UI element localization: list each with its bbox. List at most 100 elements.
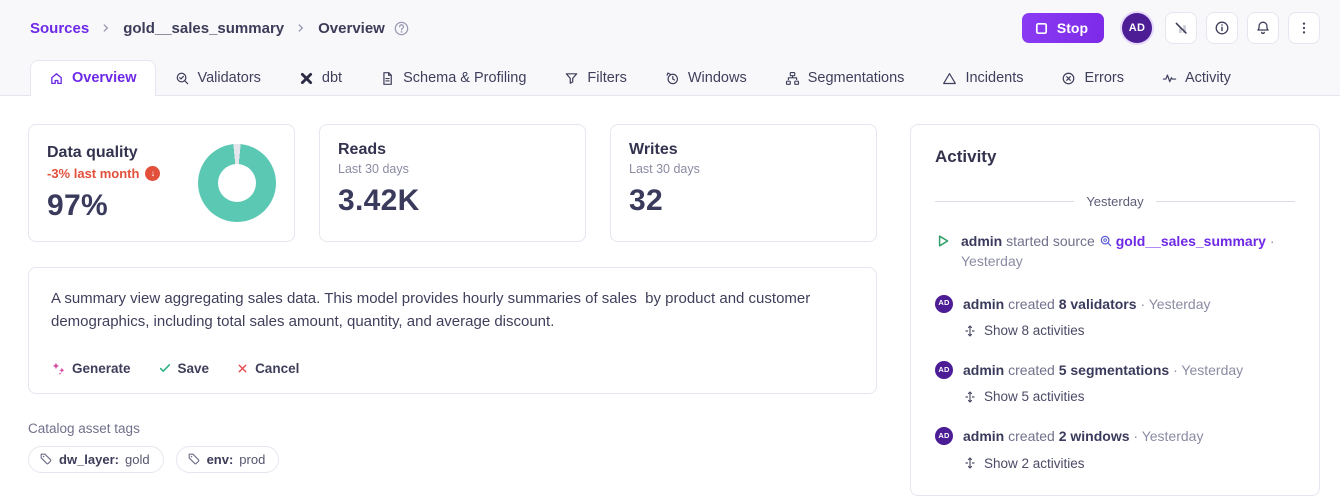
writes-value: 32 <box>629 184 663 217</box>
card-title: Reads <box>338 141 387 158</box>
card-subtitle: Last 30 days <box>338 162 409 176</box>
reads-value: 3.42K <box>338 184 420 217</box>
activity-item-windows: AD admin created 2 windows · Yesterday <box>935 426 1295 446</box>
card-title: Data quality <box>47 143 138 161</box>
activity-object: 8 validators <box>1058 295 1137 312</box>
activity-time: · Yesterday <box>1140 295 1211 312</box>
unfold-icon <box>965 457 975 469</box>
more-options-button[interactable] <box>1288 12 1320 44</box>
save-button[interactable]: Save <box>158 361 209 376</box>
activity-actor: admin <box>963 295 1005 312</box>
card-title: Writes <box>629 141 678 158</box>
check-icon <box>159 364 170 372</box>
show-activities-button[interactable]: Show 8 activities <box>963 323 1085 338</box>
data-quality-donut <box>198 144 276 222</box>
activity-date-divider: Yesterday <box>935 194 1295 209</box>
generate-button[interactable]: Generate <box>51 361 131 376</box>
reads-card: Reads Last 30 days 3.42K <box>319 124 586 242</box>
chevron-right-icon <box>294 21 308 35</box>
catalog-tags: dw_layer: gold env: prod <box>28 445 877 473</box>
activity-object: 5 segmentations <box>1058 362 1170 379</box>
pulse-icon <box>1162 74 1177 82</box>
stop-button[interactable]: Stop <box>1021 13 1104 43</box>
activity-actor: admin <box>963 362 1005 379</box>
arrow-down-icon: ↓ <box>145 165 161 181</box>
data-quality-value: 97% <box>47 188 108 222</box>
top-band: Sources gold__sales_summary Overview Sto… <box>0 0 1340 96</box>
tab-incidents[interactable]: Incidents <box>923 60 1042 95</box>
tab-schema-profiling[interactable]: Schema & Profiling <box>361 60 545 95</box>
activity-item-started-source: admin started source gold__sales_summary… <box>935 231 1295 272</box>
show-activities-button[interactable]: Show 5 activities <box>963 389 1085 404</box>
tab-bar: Overview Validators dbt Schema & Profili… <box>0 56 1340 96</box>
source-magnifier-icon <box>1100 235 1112 247</box>
activity-object: 2 windows <box>1058 428 1130 445</box>
data-quality-card: Data quality -3% last month ↓ 97% <box>28 124 295 242</box>
source-link[interactable]: gold__sales_summary <box>1099 231 1266 251</box>
activity-item-validators: AD admin created 8 validators · Yesterda… <box>935 294 1295 314</box>
stop-square-icon <box>1034 21 1049 36</box>
activity-actor: admin <box>961 233 1003 250</box>
breadcrumb-source-name[interactable]: gold__sales_summary <box>123 19 285 37</box>
activity-time: · Yesterday <box>1133 428 1204 445</box>
avatar: AD <box>935 294 953 313</box>
catalog-tags-label: Catalog asset tags <box>28 420 140 436</box>
warning-triangle-icon <box>943 72 957 84</box>
activity-panel: Activity Yesterday admin started source … <box>910 124 1320 496</box>
tab-segmentations[interactable]: Segmentations <box>766 60 924 95</box>
tag-env[interactable]: env: prod <box>175 445 280 473</box>
kebab-icon <box>1302 22 1306 34</box>
tab-activity[interactable]: Activity <box>1143 60 1250 95</box>
description-editor[interactable]: A summary view aggregating sales data. T… <box>28 267 877 394</box>
avatar: AD <box>935 427 953 446</box>
help-icon[interactable] <box>393 20 410 37</box>
dbt-icon <box>300 72 312 84</box>
cancel-button[interactable]: Cancel <box>236 361 299 376</box>
tab-validators[interactable]: Validators <box>156 60 280 95</box>
x-icon <box>238 364 247 372</box>
card-subtitle: Last 30 days <box>629 162 700 176</box>
clock-icon <box>666 72 678 84</box>
info-icon <box>1215 21 1229 35</box>
unfold-icon <box>965 324 975 337</box>
tab-windows[interactable]: Windows <box>646 60 766 95</box>
activity-actor: admin <box>963 428 1005 445</box>
activity-time: · Yesterday <box>961 233 1275 270</box>
bell-icon <box>1257 21 1269 35</box>
activity-title: Activity <box>935 147 997 166</box>
main-content: Data quality -3% last month ↓ 97% Reads … <box>0 96 1340 496</box>
tab-dbt[interactable]: dbt <box>280 60 361 95</box>
chart-slash-button[interactable] <box>1165 12 1197 44</box>
header-actions: Stop AD <box>1021 12 1320 44</box>
left-column: Data quality -3% last month ↓ 97% Reads … <box>28 124 877 496</box>
stat-cards: Data quality -3% last month ↓ 97% Reads … <box>28 124 877 242</box>
avatar: AD <box>935 361 953 380</box>
tag-icon <box>40 453 52 465</box>
tab-errors[interactable]: Errors <box>1042 60 1142 95</box>
chart-slash-icon <box>1175 22 1187 34</box>
tab-filters[interactable]: Filters <box>545 60 645 95</box>
sparkles-icon <box>52 362 65 375</box>
header: Sources gold__sales_summary Overview Sto… <box>0 0 1340 56</box>
activity-time: · Yesterday <box>1173 362 1244 379</box>
funnel-icon <box>566 72 578 84</box>
description-actions: Generate Save Cancel <box>51 361 854 376</box>
tag-dw-layer[interactable]: dw_layer: gold <box>28 445 164 473</box>
user-avatar[interactable]: AD <box>1122 13 1152 43</box>
info-button[interactable] <box>1206 12 1238 44</box>
tab-overview[interactable]: Overview <box>30 60 156 96</box>
search-check-icon <box>176 72 188 84</box>
activity-item-segmentations: AD admin created 5 segmentations · Yeste… <box>935 360 1295 380</box>
notifications-button[interactable] <box>1247 12 1279 44</box>
show-activities-button[interactable]: Show 2 activities <box>963 456 1085 471</box>
circle-x-icon <box>1063 72 1075 84</box>
writes-card: Writes Last 30 days 32 <box>610 124 877 242</box>
description-text[interactable]: A summary view aggregating sales data. T… <box>51 290 815 331</box>
breadcrumb-sources[interactable]: Sources <box>30 19 90 37</box>
breadcrumb: Sources gold__sales_summary Overview <box>30 20 410 37</box>
hierarchy-icon <box>785 71 799 85</box>
home-icon <box>51 72 62 84</box>
document-icon <box>383 71 392 85</box>
breadcrumb-current: Overview <box>318 19 385 37</box>
chevron-right-icon <box>99 21 113 35</box>
